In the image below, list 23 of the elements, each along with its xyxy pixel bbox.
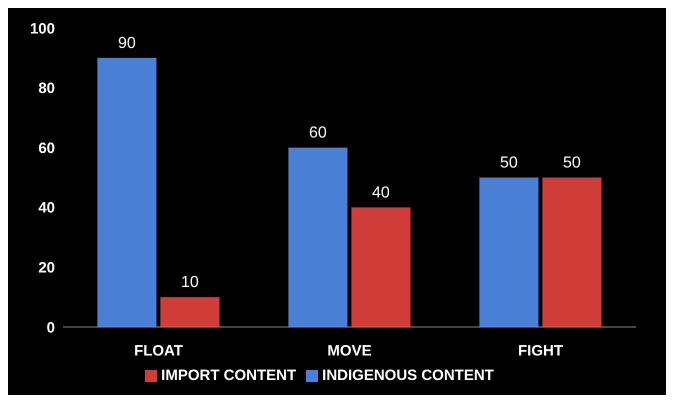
y-tick-label: 20 [38,260,55,277]
bar [479,178,538,327]
data-label: 40 [372,184,390,202]
y-tick-label: 0 [46,319,55,336]
data-label: 50 [500,154,518,172]
y-tick-label: 40 [38,200,55,217]
bar [351,207,410,327]
legend-label: INDIGENOUS CONTENT [322,367,494,384]
y-tick-label: 100 [30,20,55,38]
data-label: 50 [562,154,581,172]
x-tick-label: FIGHT [518,342,563,360]
y-tick-label: 60 [38,140,55,157]
y-tick-label: 80 [38,80,55,98]
bar [160,297,220,327]
x-tick-label: FLOAT [134,342,183,360]
data-label: 90 [118,34,136,52]
x-tick-label: MOVE [327,342,372,360]
data-label: 10 [180,274,199,292]
bar [288,148,348,327]
bar [542,178,602,327]
legend-label: IMPORT CONTENT [161,367,296,384]
data-label: 60 [308,124,327,142]
bar [97,58,156,327]
